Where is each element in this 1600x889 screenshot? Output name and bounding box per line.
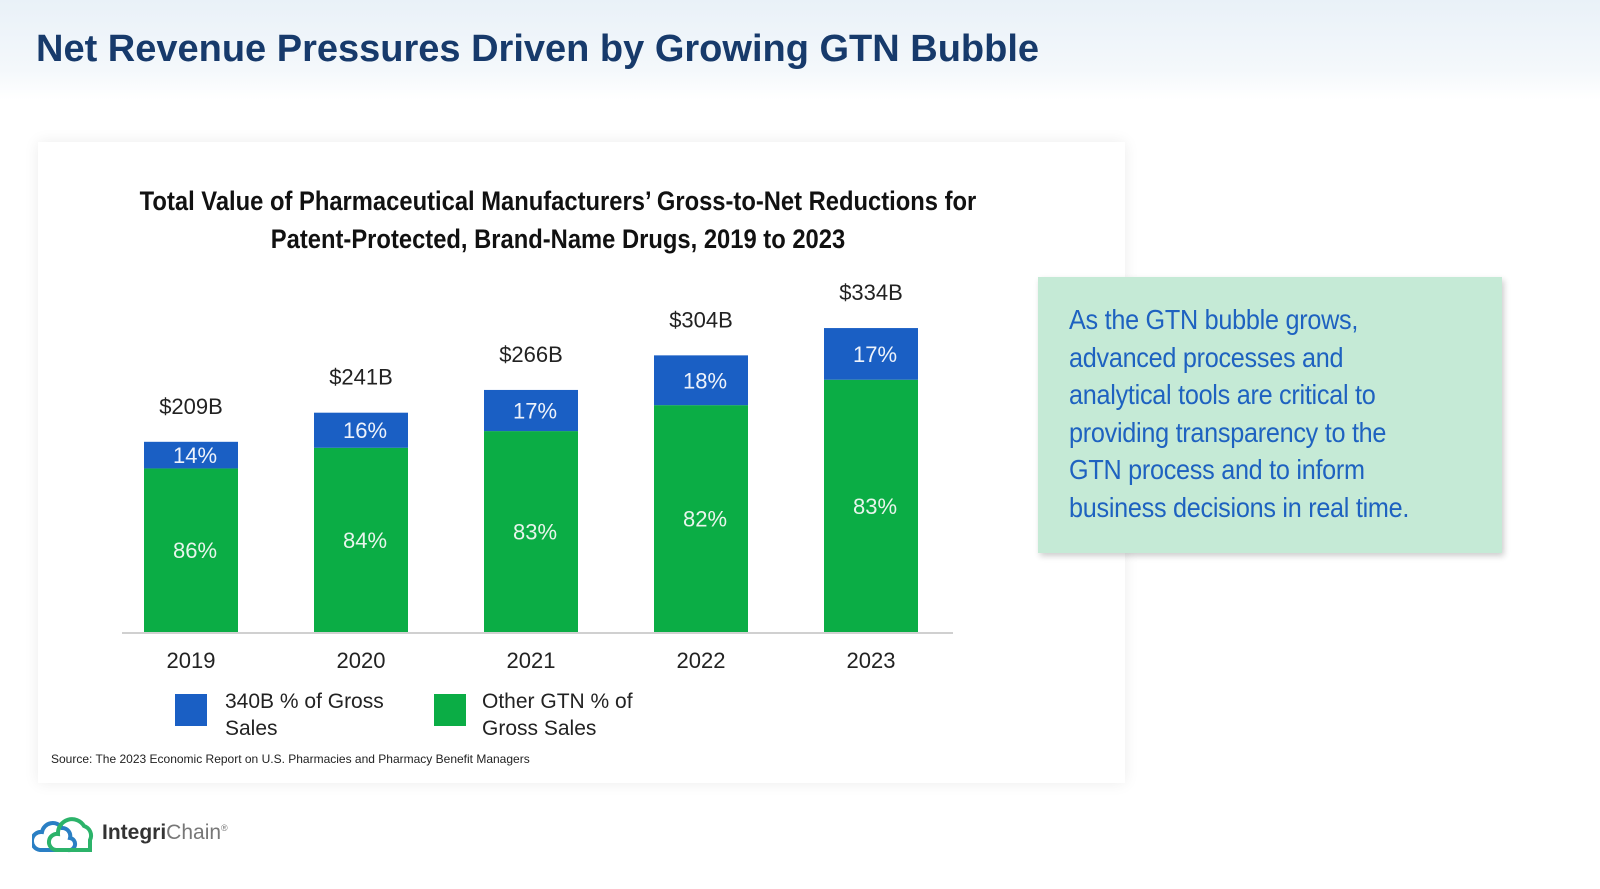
data-label-340b: 18% [683, 368, 727, 393]
data-label-other-gtn: 86% [173, 538, 217, 563]
chart-card: Total Value of Pharmaceutical Manufactur… [38, 142, 1125, 783]
header-band [0, 0, 1600, 100]
bar-segment-other-gtn [654, 405, 748, 632]
data-label-340b: 14% [173, 443, 217, 468]
callout-box: As the GTN bubble grows, advanced proces… [1038, 277, 1502, 553]
data-label-340b: 16% [343, 418, 387, 443]
source-note: Source: The 2023 Economic Report on U.S.… [51, 752, 530, 766]
total-label: $241B [329, 365, 393, 390]
data-label-340b: 17% [853, 342, 897, 367]
x-tick-label: 2023 [847, 648, 896, 673]
logo-wordmark: IntegriChain® [102, 821, 228, 844]
bar-segment-other-gtn [484, 431, 578, 632]
legend-label: Gross Sales [482, 717, 597, 740]
bar-segment-other-gtn [144, 468, 238, 632]
bar-segment-other-gtn [824, 379, 918, 632]
total-label: $209B [159, 394, 223, 419]
chart-title-line1: Total Value of Pharmaceutical Manufactur… [139, 186, 977, 216]
cloud-logo-icon [32, 817, 94, 853]
callout-text: As the GTN bubble grows, advanced proces… [1069, 304, 1410, 523]
integrichain-logo: IntegriChain® [32, 812, 228, 854]
data-label-340b: 17% [513, 399, 557, 424]
chart-title-line2: Patent-Protected, Brand-Name Drugs, 2019… [270, 224, 846, 254]
total-label: $304B [669, 307, 733, 332]
x-tick-label: 2019 [167, 648, 216, 673]
slide-title: Net Revenue Pressures Driven by Growing … [36, 28, 1040, 70]
total-label: $266B [499, 342, 563, 367]
legend-swatch [434, 694, 466, 726]
legend-label: Other GTN % of [482, 690, 633, 713]
total-label: $334B [839, 280, 903, 305]
data-label-other-gtn: 83% [513, 520, 557, 545]
legend-label: Sales [225, 717, 278, 740]
data-label-other-gtn: 83% [853, 494, 897, 519]
legend-label: 340B % of Gross [225, 690, 384, 713]
data-label-other-gtn: 82% [683, 507, 727, 532]
x-tick-label: 2020 [337, 648, 386, 673]
x-tick-label: 2022 [677, 648, 726, 673]
bar-chart: 86% 14% $209B 2019 84% 16% $241B 2020 83% 17% $266… [122, 280, 953, 673]
bar-segment-340b [314, 412, 408, 448]
bar-segment-340b [654, 355, 748, 406]
bar-segment-340b [824, 328, 918, 380]
legend-swatch [175, 694, 207, 726]
x-tick-label: 2021 [507, 648, 556, 673]
bar-segment-340b [484, 389, 578, 432]
data-label-other-gtn: 84% [343, 528, 387, 553]
bar-segment-340b [144, 441, 238, 469]
bar-segment-other-gtn [314, 447, 408, 632]
legend-item-other-gtn: Other GTN % of Gross Sales [434, 688, 633, 742]
legend-item-340b: 340B % of Gross Sales [175, 688, 384, 742]
chart-title: Total Value of Pharmaceutical Manufactur… [100, 182, 1015, 258]
